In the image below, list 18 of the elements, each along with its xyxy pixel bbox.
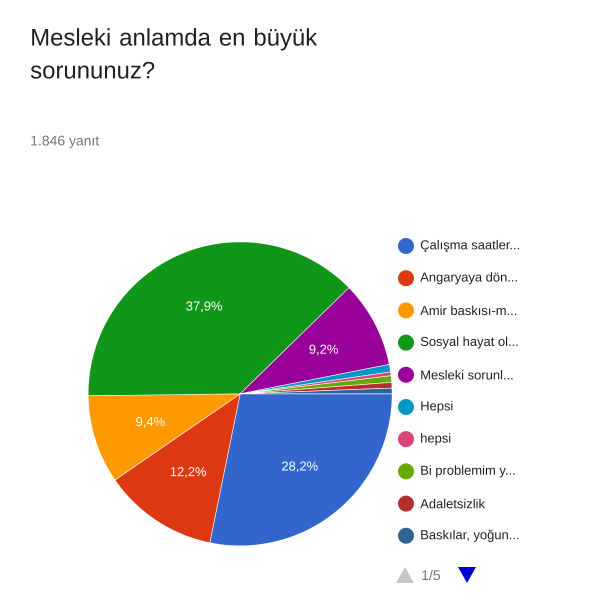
data-label: 28,2% — [282, 461, 318, 472]
legend-label: Adaletsizlik — [420, 498, 485, 508]
data-label: 12,2% — [170, 467, 206, 478]
legend-label: Angaryaya dön... — [420, 272, 517, 284]
chart-subtitle: 1.846 yanıt — [31, 136, 100, 148]
legend-label: Bi problemim y... — [421, 465, 514, 478]
legend-label: Amir baskısı-m... — [420, 306, 516, 316]
legend-label: Baskılar, yoğun... — [421, 530, 518, 542]
legend-label: Sosyal hayat ol... — [420, 336, 518, 349]
text: 1/5 — [422, 570, 440, 580]
legend-label: Mesleki sorunl... — [421, 370, 513, 380]
data-label: 9,4% — [136, 417, 165, 428]
legend-label: Hepsi — [421, 400, 452, 414]
data-label: 9,2% — [309, 344, 338, 356]
chart-title: Mesleki anlamda en büyük sorununuz? — [30, 28, 318, 79]
legend-label: Çalışma saatler... — [420, 240, 520, 252]
legend-label: hepsi — [421, 433, 450, 446]
data-label: 37,9% — [186, 301, 222, 312]
